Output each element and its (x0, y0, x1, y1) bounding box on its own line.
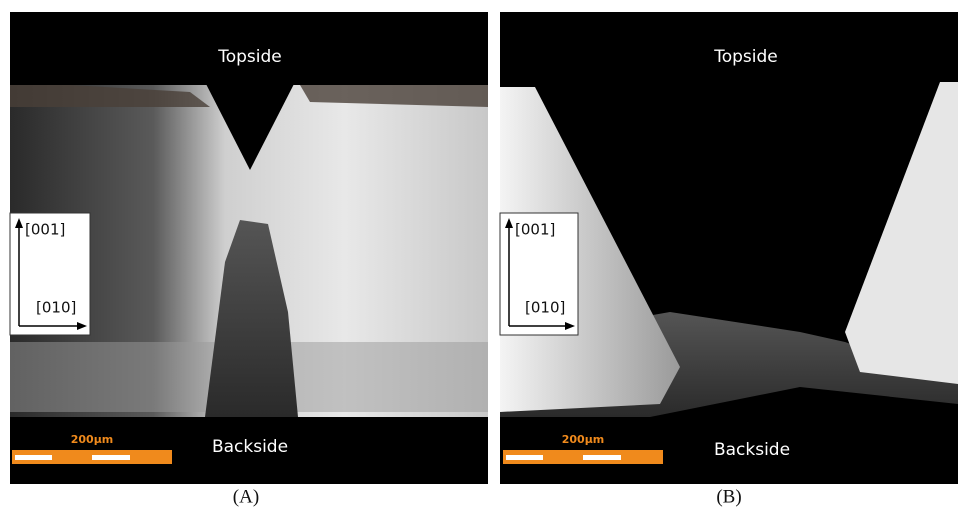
axis-up-label: [001] (515, 221, 555, 239)
scale-tick (15, 455, 52, 460)
top-label: Topside (217, 47, 282, 67)
top-label: Topside (713, 47, 778, 67)
bottom-label: Backside (212, 437, 288, 457)
panel-a: Topside Backside [001] [010] 200µm (10, 12, 488, 484)
axis-up-label: [001] (25, 221, 65, 239)
scale-bar-label: 200µm (562, 433, 605, 446)
figure: Topside Backside [001] [010] 200µm Topsi… (0, 0, 958, 513)
scale-bar-label: 200µm (71, 433, 114, 446)
axis-right-label: [010] (36, 299, 76, 317)
caption: (A) (233, 486, 259, 507)
scale-tick (506, 455, 543, 460)
panel-b: Topside Backside [001] [010] 200µm (500, 12, 958, 484)
bottom-label: Backside (714, 440, 790, 460)
scale-tick (92, 455, 130, 460)
scale-tick (583, 455, 621, 460)
axis-right-label: [010] (525, 299, 565, 317)
caption: (B) (716, 486, 741, 507)
